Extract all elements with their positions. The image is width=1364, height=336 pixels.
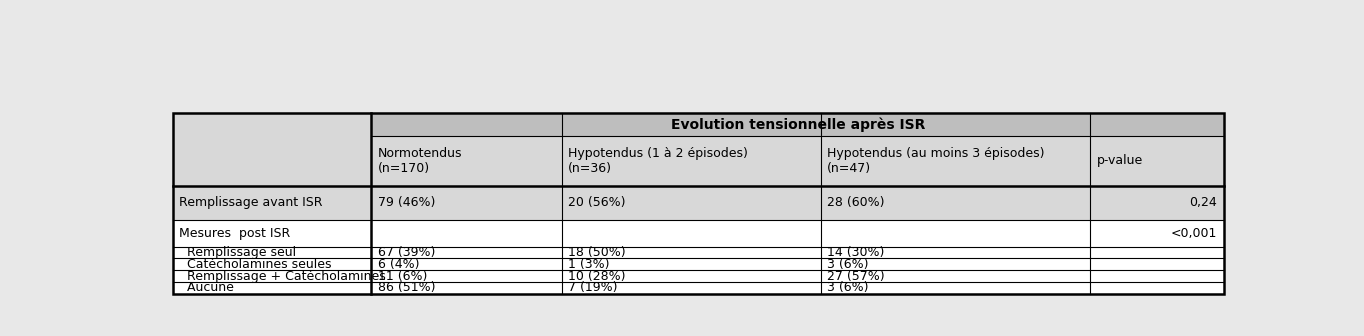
Text: Hypotendus (au moins 3 épisodes)
(n=47): Hypotendus (au moins 3 épisodes) (n=47) <box>827 147 1045 175</box>
Text: p-value: p-value <box>1097 155 1143 167</box>
Text: 3 (6%): 3 (6%) <box>827 258 869 271</box>
Text: 10 (28%): 10 (28%) <box>567 269 626 283</box>
Text: Remplissage seul: Remplissage seul <box>179 246 296 259</box>
Text: 7 (19%): 7 (19%) <box>567 282 618 294</box>
Text: Aucune: Aucune <box>179 282 233 294</box>
Bar <box>1090 136 1225 185</box>
Bar <box>173 113 1225 294</box>
Bar <box>821 136 1090 185</box>
Text: Remplissage + Catécholamines: Remplissage + Catécholamines <box>179 269 386 283</box>
Bar <box>173 258 1225 270</box>
Text: 3 (6%): 3 (6%) <box>827 282 869 294</box>
Bar <box>173 185 1225 220</box>
Bar <box>173 220 1225 247</box>
Bar <box>371 113 1225 136</box>
Text: Catécholamines seules: Catécholamines seules <box>179 258 331 271</box>
Text: Remplissage avant ISR: Remplissage avant ISR <box>179 196 322 209</box>
Text: 1 (3%): 1 (3%) <box>567 258 610 271</box>
Bar <box>173 113 1225 294</box>
Bar <box>173 113 371 136</box>
Text: Evolution tensionnelle après ISR: Evolution tensionnelle après ISR <box>671 117 925 132</box>
Text: 20 (56%): 20 (56%) <box>567 196 626 209</box>
Text: Normotendus
(n=170): Normotendus (n=170) <box>378 147 462 175</box>
Bar <box>371 136 562 185</box>
Text: 0,24: 0,24 <box>1189 196 1217 209</box>
Text: 86 (51%): 86 (51%) <box>378 282 435 294</box>
Text: 79 (46%): 79 (46%) <box>378 196 435 209</box>
Text: 27 (57%): 27 (57%) <box>827 269 885 283</box>
Bar <box>173 282 1225 294</box>
Text: Hypotendus (1 à 2 épisodes)
(n=36): Hypotendus (1 à 2 épisodes) (n=36) <box>567 147 747 175</box>
Bar <box>173 270 1225 282</box>
Text: 28 (60%): 28 (60%) <box>827 196 884 209</box>
Text: 6 (4%): 6 (4%) <box>378 258 419 271</box>
Text: <0,001: <0,001 <box>1170 227 1217 240</box>
Text: Mesures  post ISR: Mesures post ISR <box>179 227 291 240</box>
Text: 14 (30%): 14 (30%) <box>827 246 884 259</box>
Bar <box>562 136 821 185</box>
Text: 18 (50%): 18 (50%) <box>567 246 626 259</box>
Text: 11 (6%): 11 (6%) <box>378 269 427 283</box>
Text: 67 (39%): 67 (39%) <box>378 246 435 259</box>
Bar <box>173 136 371 185</box>
Bar <box>173 247 1225 258</box>
